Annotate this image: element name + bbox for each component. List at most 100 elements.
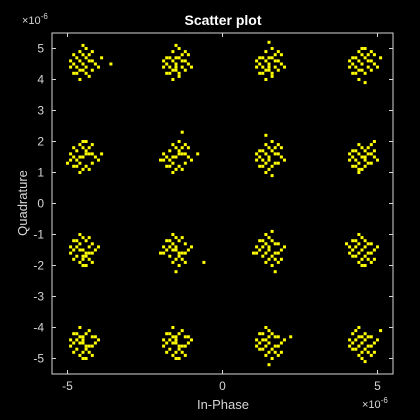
scatter-point <box>90 143 94 147</box>
scatter-point <box>183 59 187 63</box>
scatter-point <box>258 56 262 60</box>
scatter-point <box>360 62 364 66</box>
scatter-point <box>283 245 286 249</box>
scatter-point <box>363 360 367 364</box>
scatter-point <box>81 357 85 360</box>
scatter-point <box>258 248 262 252</box>
scatter-point <box>168 56 172 60</box>
scatter-point <box>264 233 268 236</box>
scatter-point <box>84 47 88 50</box>
scatter-point <box>162 158 166 162</box>
scatter-point <box>363 239 367 243</box>
scatter-point <box>75 65 79 69</box>
scatter-point <box>270 174 274 178</box>
scatter-point <box>354 71 358 75</box>
scatter-point <box>273 59 277 63</box>
scatter-point <box>81 264 85 267</box>
scatter-point <box>360 47 364 50</box>
scatter-point <box>258 62 262 66</box>
scatter-point <box>360 335 364 339</box>
scatter-point <box>72 350 76 354</box>
scatter-point <box>267 363 271 367</box>
scatter-point <box>87 251 91 255</box>
scatter-point <box>81 257 85 261</box>
scatter-point <box>363 56 367 60</box>
scatter-point <box>351 62 355 66</box>
scatter-point <box>366 161 370 165</box>
scatter-point <box>177 251 181 255</box>
scatter-point <box>267 62 271 66</box>
scatter-point <box>171 171 175 174</box>
scatter-point <box>165 71 169 75</box>
scatter-point <box>261 338 265 342</box>
scatter-point <box>90 242 94 246</box>
scatter-point <box>276 242 280 246</box>
scatter-point <box>267 335 271 339</box>
scatter-point <box>177 149 181 153</box>
scatter-point <box>267 56 271 60</box>
scatter-point <box>264 171 268 174</box>
scatter-point <box>363 254 367 258</box>
scatter-point <box>369 344 373 348</box>
scatter-point <box>363 158 367 162</box>
scatter-point <box>267 341 271 345</box>
scatter-point <box>171 248 175 252</box>
scatter-point <box>348 65 352 69</box>
scatter-point <box>174 155 178 159</box>
scatter-point <box>168 332 172 336</box>
scatter-point <box>186 248 190 252</box>
scatter-point <box>183 161 187 165</box>
scatter-point <box>258 341 262 345</box>
scatter-point <box>276 260 280 264</box>
scatter-point <box>202 260 206 264</box>
scatter-point <box>348 251 352 255</box>
scatter-point <box>255 152 259 156</box>
scatter-point <box>100 152 104 156</box>
scatter-point <box>354 239 358 243</box>
scatter-point <box>78 50 82 54</box>
scatter-point <box>75 56 79 60</box>
scatter-point <box>273 335 277 339</box>
scatter-point <box>360 257 364 261</box>
scatter-point <box>72 332 76 336</box>
scatter-point <box>183 50 187 54</box>
scatter-point <box>369 59 373 63</box>
scatter-point <box>93 62 97 66</box>
scatter-point <box>84 251 88 255</box>
scatter-point <box>366 335 370 339</box>
scatter-point <box>363 149 367 153</box>
scatter-point <box>177 71 181 75</box>
scatter-point <box>87 59 91 63</box>
scatter-point <box>180 344 184 348</box>
scatter-point <box>273 161 277 165</box>
scatter-point <box>357 152 361 156</box>
scatter-point <box>258 239 262 243</box>
scatter-point <box>165 155 169 159</box>
scatter-point <box>78 171 82 174</box>
scatter-point <box>78 353 82 357</box>
x-tick-label: -5 <box>62 379 73 393</box>
scatter-point <box>75 254 79 258</box>
scatter-point <box>264 59 268 63</box>
scatter-point <box>171 155 175 159</box>
scatter-point <box>168 254 172 258</box>
scatter-point <box>276 152 280 156</box>
scatter-point <box>357 260 361 264</box>
scatter-point <box>360 236 364 240</box>
scatter-point <box>369 50 373 54</box>
scatter-point <box>84 332 88 336</box>
scatter-point <box>267 329 271 333</box>
scatter-point <box>81 335 85 339</box>
scatter-point <box>357 344 361 348</box>
scatter-point <box>69 59 73 63</box>
scatter-point <box>165 239 169 243</box>
scatter-point <box>84 140 88 143</box>
scatter-point <box>289 335 293 339</box>
scatter-point <box>75 158 79 162</box>
scatter-point <box>159 251 162 255</box>
scatter-point <box>255 59 259 63</box>
scatter-point <box>171 143 175 147</box>
scatter-point <box>273 251 277 255</box>
scatter-point <box>180 59 184 63</box>
scatter-point <box>258 149 262 153</box>
